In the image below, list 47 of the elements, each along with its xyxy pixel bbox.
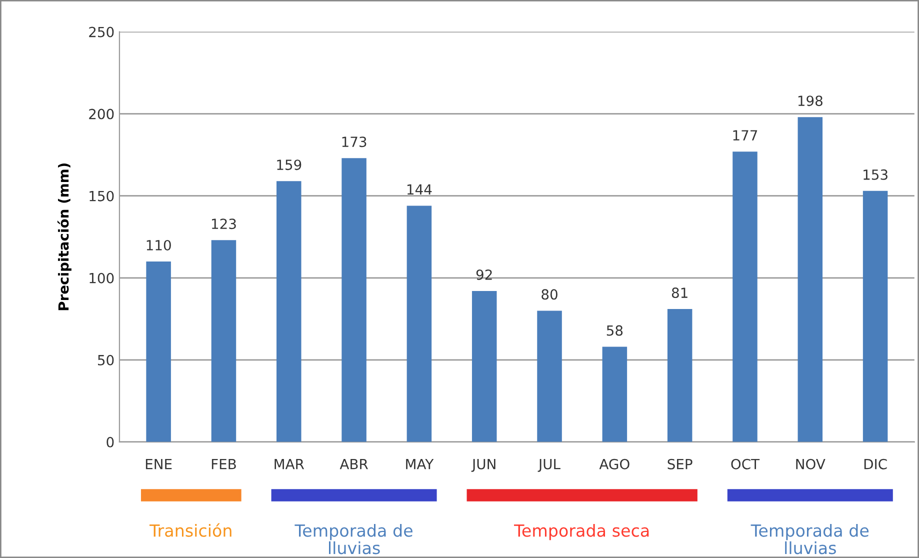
x-tick-label: NOV [796,458,826,470]
data-label: 153 [864,169,888,180]
y-tick-label: 150 [90,190,114,202]
bar [406,206,432,442]
bar [732,152,758,442]
data-label: 159 [277,160,302,170]
x-tick-label: MAR [274,459,304,470]
y-tick-label: 200 [89,108,114,120]
x-tick-label: MAY [406,459,434,470]
bar [862,190,888,442]
y-tick-label: 100 [90,272,114,284]
bar [276,181,302,442]
x-tick-label: ENE [146,459,172,470]
x-tick-label: OCT [731,458,760,470]
bar [602,346,628,442]
text: Temporada de lluvias [750,524,869,554]
data-label: 198 [798,96,822,106]
y-tick-label: 50 [98,354,114,366]
x-tick-label: SEP [668,458,692,470]
text: Temporada de lluvias [294,524,412,554]
bar [146,261,171,442]
y-tick-label: 250 [89,26,114,38]
x-tick-label: ABR [340,459,368,470]
data-label: 58 [606,325,623,336]
y-tick-label: 0 [106,436,114,448]
bar [798,117,823,442]
data-label: 123 [212,218,236,230]
data-label: 110 [146,240,171,250]
text: Temporada seca [514,524,649,540]
x-tick-label: AGO [599,458,630,470]
data-label: 177 [733,130,758,140]
x-tick-label: JUN [471,459,496,472]
data-label: 81 [672,288,688,298]
x-tick-label: DIC [864,458,887,470]
bar [667,309,692,442]
bar [342,158,366,442]
data-label: 80 [542,289,558,300]
bar [211,240,236,442]
text: Transición [149,523,232,537]
bar [472,291,497,442]
bar [537,310,562,442]
data-label: 173 [342,136,366,148]
x-tick-label: FEB [212,459,236,470]
data-label: 144 [407,184,432,194]
x-tick-label: JUL [538,459,560,472]
y-axis-title: Precipitación (mm) [57,164,72,310]
data-label: 92 [476,269,492,280]
